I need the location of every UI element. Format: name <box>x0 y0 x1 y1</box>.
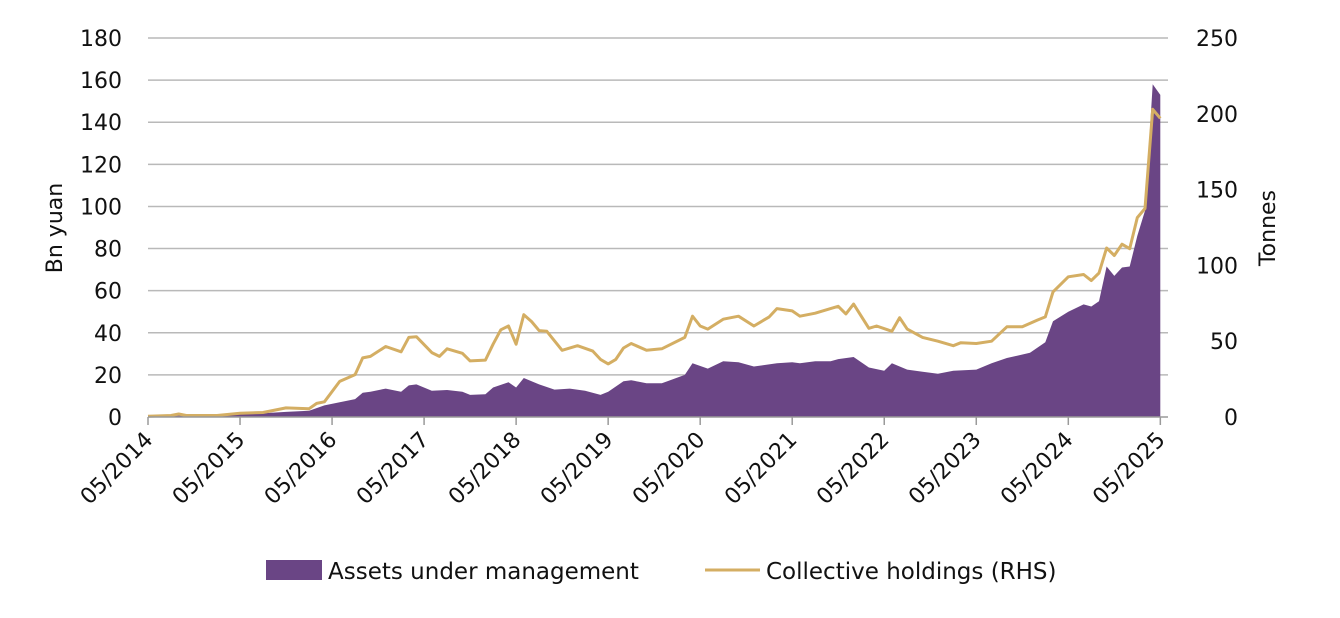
x-tick-label: 05/2023 <box>904 428 986 510</box>
y-left-tick-label: 80 <box>94 238 122 263</box>
y-left-tick-label: 60 <box>94 280 122 305</box>
y-left-axis-title: Bn yuan <box>43 183 68 273</box>
x-tick-label: 05/2018 <box>444 428 526 510</box>
grid-lines <box>148 37 1168 376</box>
legend-label-assets: Assets under management <box>328 559 639 585</box>
axes-group: 0 20 40 60 80 100 120 140 160 180 0 50 100 150 200 250 0… <box>76 27 1238 510</box>
x-tick-label: 05/2024 <box>996 428 1078 510</box>
x-tick-label: 05/2025 <box>1088 428 1170 510</box>
y-right-tick-label: 50 <box>1210 330 1238 355</box>
area-series-group <box>148 84 1161 418</box>
y-right-tick-label: 250 <box>1196 27 1238 52</box>
y-left-tick-label: 40 <box>94 322 122 347</box>
x-tick-label: 05/2017 <box>352 428 434 510</box>
legend-label-holdings: Collective holdings (RHS) <box>766 559 1057 585</box>
y-right-tick-label: 100 <box>1196 254 1238 279</box>
x-tick-label: 05/2016 <box>260 428 342 510</box>
y-right-tick-label: 0 <box>1224 406 1238 431</box>
y-left-tick-label: 180 <box>80 27 122 52</box>
legend: Assets under management Collective holdi… <box>266 559 1057 585</box>
x-tick-label: 05/2020 <box>628 428 710 510</box>
y-left-tick-label: 120 <box>80 153 122 178</box>
y-left-tick-label: 160 <box>80 69 122 94</box>
x-tick-label: 05/2021 <box>720 428 802 510</box>
y-left-tick-label: 20 <box>94 364 122 389</box>
y-left-tick-label: 140 <box>80 111 122 136</box>
x-tick-label: 05/2014 <box>76 428 158 510</box>
x-tick-label: 05/2022 <box>812 428 894 510</box>
y-left-tick-label: 100 <box>80 195 122 220</box>
line-collective-holdings <box>147 107 1162 418</box>
y-right-tick-label: 200 <box>1196 103 1238 128</box>
y-left-tick-label: 0 <box>108 406 122 431</box>
legend-swatch-assets <box>266 560 322 580</box>
y-right-tick-label: 150 <box>1196 179 1238 204</box>
x-tick-label: 05/2015 <box>168 428 250 510</box>
y-right-axis-title: Tonnes <box>1256 190 1281 267</box>
area-assets-under-management <box>148 84 1161 418</box>
x-tick-label: 05/2019 <box>536 428 618 510</box>
line-series-group <box>147 107 1162 418</box>
